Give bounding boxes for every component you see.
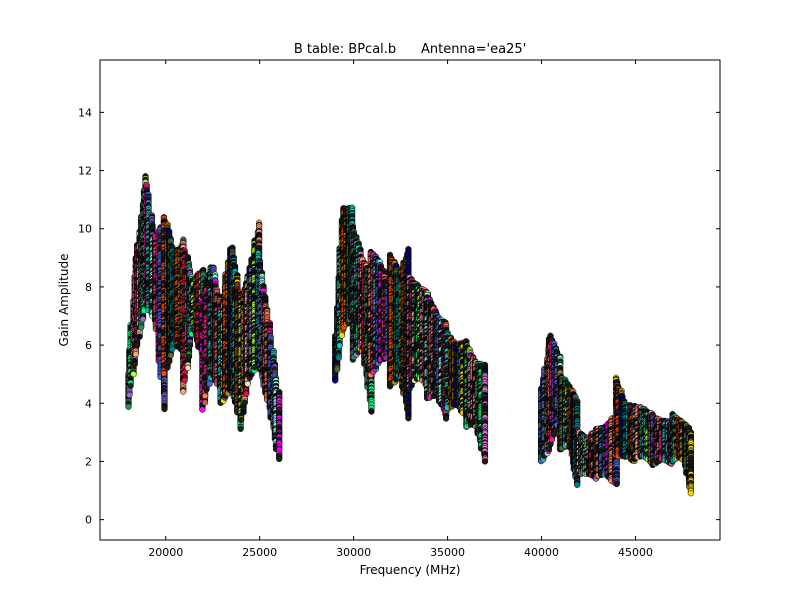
data-point (180, 388, 187, 395)
data-point (132, 351, 139, 358)
data-point (125, 403, 132, 410)
data-point (237, 425, 244, 432)
data-point (169, 345, 176, 353)
data-point (127, 382, 134, 389)
data-point (237, 416, 245, 423)
data-point (206, 380, 213, 388)
data-point (201, 399, 209, 406)
data-point (133, 342, 141, 349)
data-points-layer (125, 173, 695, 497)
data-point (199, 406, 206, 413)
data-point (139, 316, 147, 323)
data-point (126, 391, 133, 399)
data-point (138, 324, 145, 331)
data-point (186, 342, 194, 349)
data-point (166, 358, 173, 365)
data-point (136, 333, 143, 340)
data-point (160, 370, 168, 377)
data-point (184, 364, 192, 372)
data-point (203, 386, 210, 393)
data-point (181, 377, 188, 384)
data-point (161, 405, 168, 413)
data-point (130, 370, 137, 378)
data-point (185, 353, 193, 360)
chart-title: B table: BPcal.b Antenna='ea25' (294, 42, 526, 57)
data-point (201, 392, 209, 400)
data-point (167, 352, 174, 359)
data-point (164, 364, 171, 371)
data-point (131, 361, 138, 368)
